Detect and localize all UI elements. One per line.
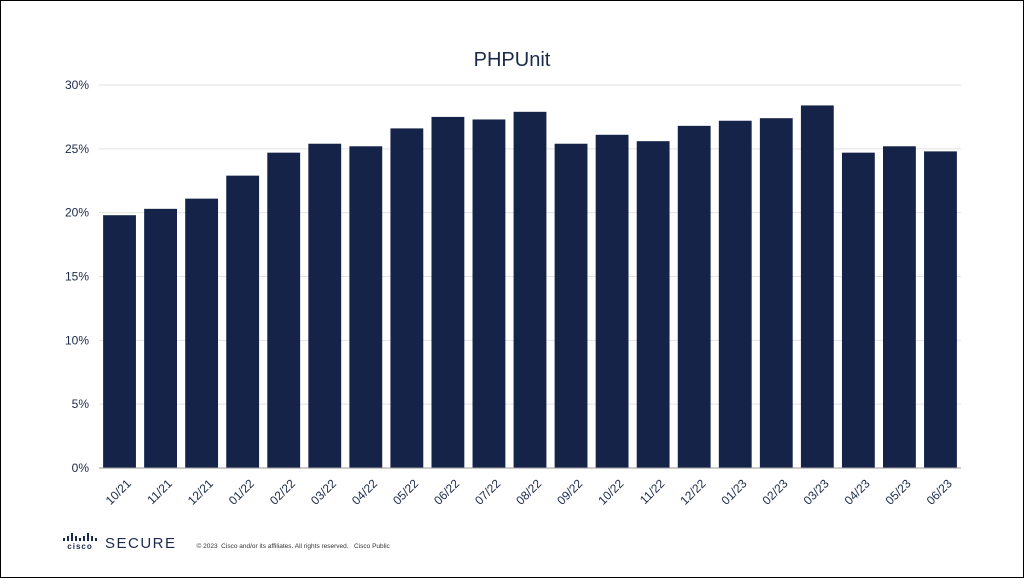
x-tick-label: 03/22 [308,476,339,507]
bar [103,215,136,468]
bar [595,134,629,469]
bar [759,118,793,469]
copyright-text: © 2023 Cisco and/or its affiliates. All … [196,543,390,550]
bar [554,143,588,468]
footer: cisco SECURE © 2023 Cisco and/or its aff… [63,533,390,551]
bar [718,120,752,468]
y-tick-label: 15% [65,270,89,284]
x-tick-label: 11/21 [144,476,175,507]
x-tick-label: 12/21 [185,476,216,507]
y-tick-label: 30% [65,78,89,92]
bar [677,125,711,468]
x-tick-label: 05/22 [390,476,421,507]
y-tick-label: 0% [72,461,90,475]
bar [800,105,834,468]
bar [636,141,670,468]
x-tick-label: 04/22 [349,476,380,507]
x-tick-label: 09/22 [554,476,585,507]
x-tick-label: 10/22 [595,476,626,507]
y-tick-label: 25% [65,142,89,156]
bar [431,116,465,469]
bar [924,151,957,469]
x-tick-label: 12/22 [677,476,708,507]
x-tick-label: 06/22 [431,476,462,507]
x-tick-label: 01/23 [718,476,749,507]
bar [349,146,383,468]
x-tick-label: 06/23 [924,476,955,507]
bar [841,152,875,468]
bar [185,198,219,468]
x-tick-label: 02/23 [759,476,790,507]
x-tick-label: 02/22 [267,476,298,507]
bar [472,119,506,468]
bar [144,208,177,468]
y-tick-label: 5% [72,397,90,411]
x-tick-label: 01/22 [226,476,257,507]
bar [267,152,301,468]
x-tick-label: 10/21 [103,476,134,507]
bar [390,128,424,468]
bar [883,146,916,468]
x-tick-label: 08/22 [513,476,544,507]
bar [226,175,260,469]
cisco-secure-logo: cisco SECURE [63,533,177,551]
bar [513,111,547,468]
cisco-bars-icon: cisco [63,533,97,551]
chart-title: PHPUnit [473,49,551,71]
x-tick-label: 03/23 [801,476,832,507]
x-tick-label: 11/22 [637,476,668,507]
logo-word: cisco [67,542,93,551]
x-tick-label: 07/22 [472,476,503,507]
y-tick-label: 20% [65,206,89,220]
logo-secure-text: SECURE [105,535,177,552]
x-tick-label: 05/23 [883,476,914,507]
y-tick-label: 10% [65,333,89,347]
x-tick-label: 04/23 [842,476,873,507]
bar [308,143,342,468]
